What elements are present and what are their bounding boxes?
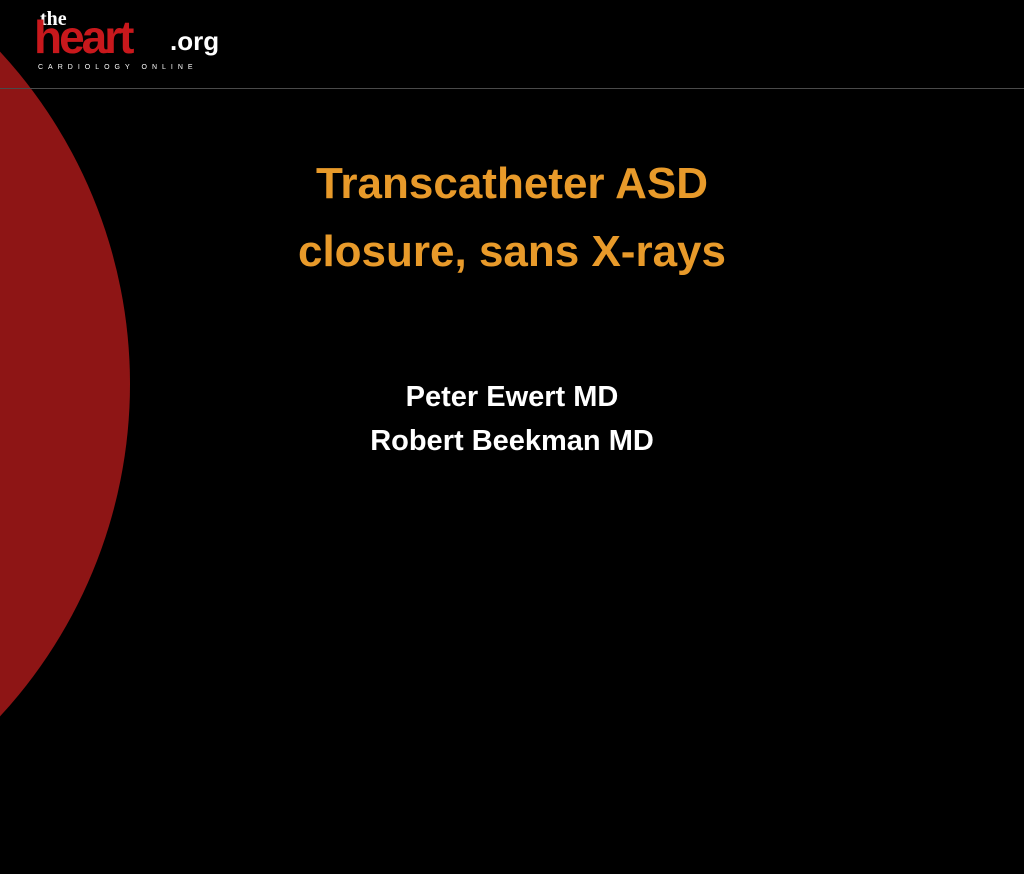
divider-line: [0, 88, 1024, 89]
logo-org: .org: [170, 26, 219, 57]
slide-content: Transcatheter ASD closure, sans X-rays P…: [0, 150, 1024, 463]
title-line-2: closure, sans X-rays: [140, 218, 884, 286]
logo-tagline: CARDIOLOGY ONLINE: [38, 64, 198, 71]
author-1: Peter Ewert MD: [0, 376, 1024, 420]
slide-title: Transcatheter ASD closure, sans X-rays: [0, 150, 1024, 286]
author-2: Robert Beekman MD: [0, 420, 1024, 464]
slide-authors: Peter Ewert MD Robert Beekman MD: [0, 376, 1024, 463]
logo-heart: heart: [34, 14, 131, 60]
title-line-1: Transcatheter ASD: [140, 150, 884, 218]
site-logo: the heart .org CARDIOLOGY ONLINE: [28, 8, 248, 86]
